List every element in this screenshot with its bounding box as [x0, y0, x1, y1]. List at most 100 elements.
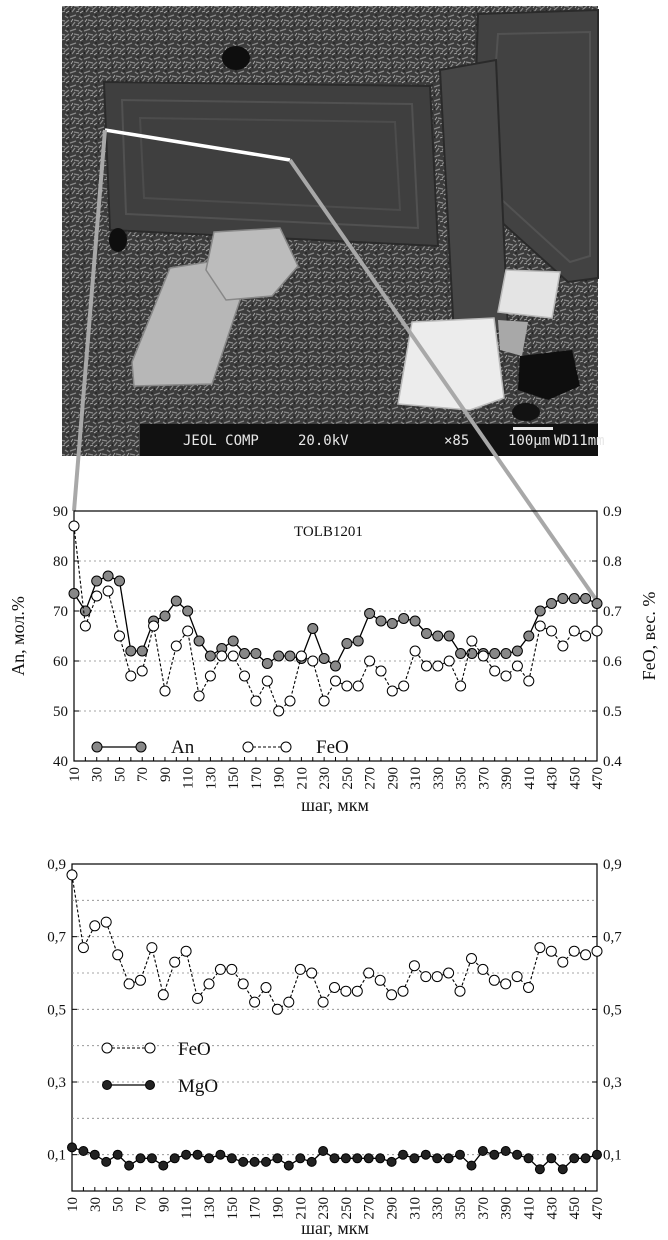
chart1-series-an-point	[273, 650, 285, 662]
chart2-x-tick-label: 30	[88, 1197, 104, 1212]
sem-scale: 100μm	[508, 433, 550, 449]
chart1-series-an-point	[68, 588, 80, 599]
chart1-series-an-point	[443, 630, 455, 642]
chart2-x-tick-label: 330	[430, 1197, 446, 1220]
chart1-x-tick-label: 110	[181, 767, 197, 789]
chart1-series-an-point	[546, 598, 557, 609]
chart1-x-ticks: 10 30 50 70 90 110 130 150 170 190 210 230 250 270 290…	[67, 757, 606, 790]
chart1-gridlines	[74, 560, 597, 712]
chart1-series-feo-point	[546, 625, 557, 637]
chart2-series-feo-point	[135, 974, 146, 986]
chart1-series-an-point	[318, 653, 330, 664]
chart2-series	[66, 869, 603, 1175]
chart1-legend-an-marker-2	[135, 741, 147, 753]
chart1-y2-axis-title: FeO, вес. %	[639, 592, 659, 681]
chart2-series-feo-point	[591, 945, 603, 957]
chart2-series-feo-point	[443, 967, 455, 979]
chart1-series-feo-point	[489, 665, 501, 677]
chart2-y-tick-label: 0,7	[47, 930, 66, 946]
chart2-series-feo-point	[386, 989, 398, 1001]
chart1-series-feo-point	[398, 680, 410, 692]
chart1-series-an-point	[170, 595, 182, 607]
chart2-series-mgo-point	[477, 1146, 488, 1156]
chart1-series-an-point	[204, 650, 216, 662]
chart1-x-tick-label: 430	[545, 767, 561, 790]
chart1-series-feo-point	[193, 690, 205, 702]
chart1-series-an-point	[182, 605, 194, 617]
chart2-y-tick-label: 0,5	[47, 1002, 66, 1018]
chart1-series-an-point	[284, 650, 296, 662]
chart2-series-feo-point	[488, 974, 500, 986]
chart2-y2-tick-label: 0,5	[603, 1002, 622, 1018]
chart2-series-feo-point	[123, 978, 135, 990]
chart-feo-mgo: 0,1 0,3 0,5 0,7 0,9 0,1 0,3 0,5 0,7 0,9 10 30 50 70…	[47, 857, 622, 1238]
chart1-series-feo-point	[227, 650, 239, 662]
chart2-series-feo-point	[545, 945, 557, 957]
chart2-series-feo-point	[500, 978, 512, 990]
sem-small-crystal	[498, 320, 528, 356]
chart2-series-feo-point	[431, 971, 443, 983]
chart2-series-feo-point	[89, 920, 101, 932]
chart1-series-an-point	[114, 575, 125, 587]
chart2-series-feo-point	[397, 985, 409, 997]
chart2-x-tick-label: 70	[133, 1197, 149, 1212]
chart1-x-tick-label: 410	[522, 767, 538, 790]
chart2-y2-ticks: 0,1 0,3 0,5 0,7 0,9	[592, 857, 622, 1164]
chart1-series-feo-point	[432, 660, 444, 672]
chart2-x-tick-label: 210	[293, 1197, 309, 1220]
chart1-x-tick-label: 470	[590, 767, 606, 790]
chart2-series-feo-point	[329, 982, 340, 993]
chart1-x-tick-label: 50	[112, 767, 128, 782]
chart1-x-tick-label: 250	[340, 767, 356, 790]
chart1-series-an-point	[568, 593, 580, 604]
chart2-x-tick-label: 10	[65, 1197, 81, 1212]
chart1-y2-tick-label: 0.9	[603, 504, 622, 520]
chart2-x-tick-label: 350	[453, 1197, 469, 1220]
chart1-series-feo-point	[295, 650, 307, 662]
chart2-x-tick-label: 390	[499, 1197, 515, 1220]
chart2-series-mgo-point	[67, 1142, 77, 1153]
chart2-y2-tick-label: 0,9	[603, 857, 622, 873]
chart1-series-an-point	[432, 630, 444, 642]
chart2-series-mgo-point	[192, 1149, 203, 1160]
chart2-series-feo-point	[523, 982, 534, 993]
chart2-series-mgo-point	[112, 1149, 123, 1160]
chart2-series-feo-point	[363, 967, 375, 979]
chart2-x-tick-label: 310	[407, 1197, 423, 1220]
chart1-series-feo-point	[443, 655, 455, 667]
chart1-series-an-point	[523, 630, 535, 642]
chart2-legend-mgo-marker-2	[145, 1080, 155, 1090]
chart1-x-tick-label: 30	[90, 767, 106, 782]
chart2-series-mgo-point	[78, 1146, 89, 1156]
chart1-series	[68, 520, 603, 717]
chart1-series-feo-point	[352, 680, 364, 692]
chart1-x-tick-label: 90	[158, 767, 174, 782]
chart2-series-mgo-point	[340, 1153, 351, 1164]
chart2-x-tick-label: 290	[385, 1197, 401, 1220]
chart2-x-tick-label: 450	[567, 1197, 583, 1220]
chart2-x-tick-label: 270	[362, 1197, 378, 1220]
chart1-y-tick-label: 60	[53, 654, 68, 670]
chart1-series-feo-point	[182, 625, 194, 637]
chart1-y-tick-label: 70	[53, 604, 68, 620]
chart2-x-tick-label: 230	[316, 1197, 332, 1220]
chart2-series-mgo-point	[226, 1153, 237, 1164]
sem-plagioclase-zoning-2	[138, 116, 402, 212]
chart2-gridlines	[72, 899, 597, 1156]
chart1-series-feo-point	[159, 685, 171, 697]
chart2-series-mgo-point	[272, 1153, 283, 1164]
chart1-y2-tick-label: 0.6	[603, 654, 622, 670]
chart2-series-feo-point	[568, 945, 580, 957]
chart2-series-mgo-point	[569, 1153, 580, 1164]
chart2-legend: FeO MgO	[101, 1039, 218, 1097]
chart1-x-tick-label: 330	[431, 767, 447, 790]
sem-traverse-line	[104, 128, 291, 162]
chart1-series-an-point	[511, 645, 523, 657]
chart2-series-feo-point	[317, 996, 329, 1008]
chart1-series-an-point	[591, 598, 603, 609]
chart1-y-axis-title: An, мол.%	[8, 596, 28, 676]
chart2-series-mgo-point	[375, 1153, 386, 1164]
chart1-x-tick-label: 290	[385, 767, 401, 790]
chart1-y-tick-label: 50	[53, 704, 68, 720]
